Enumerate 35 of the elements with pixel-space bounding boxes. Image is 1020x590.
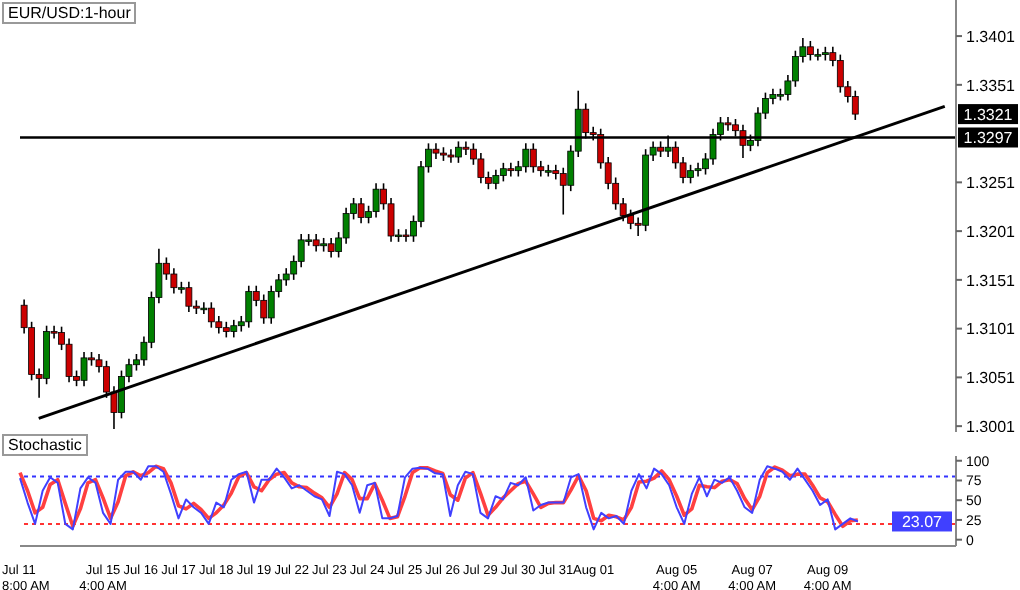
y-tick-label: 1.3051 [966,369,1017,388]
candlestick [851,89,859,121]
candlestick [402,228,410,243]
y-tick-label: 1.3351 [966,76,1017,95]
y-tick-label: 1.3401 [966,27,1017,46]
candlestick [544,164,552,178]
annotation: 23.07 [901,513,944,532]
candlestick [357,197,365,225]
candlestick [327,237,335,259]
candlestick [260,293,268,325]
chart-title: EUR/USD:1-hour [2,2,137,24]
y-tick-label: 1.3151 [966,271,1017,290]
candlestick [492,168,500,190]
y-tick-label: 1.3101 [966,320,1017,339]
candlestick [185,281,193,313]
candlestick [529,142,537,174]
candlestick [245,284,253,329]
candlestick [297,233,305,268]
candlestick [207,301,215,329]
candlestick [499,162,507,183]
ref-line-label: 1.3297 [963,129,1014,148]
candlestick [836,53,844,94]
candlestick [372,182,380,219]
candlestick [724,116,732,132]
chart-title: Stochastic [2,434,88,456]
candlestick [507,162,515,178]
candlestick [687,164,694,185]
candlestick [522,142,530,174]
y-tick-label: 1.3251 [966,174,1017,193]
candlestick [447,148,455,164]
y-tick-label: 1.3201 [966,222,1017,241]
candlestick [806,40,814,62]
y-tick-label: 1.3001 [966,417,1017,436]
candlestick [80,351,88,387]
annotation: 1.3321 [963,106,1014,125]
